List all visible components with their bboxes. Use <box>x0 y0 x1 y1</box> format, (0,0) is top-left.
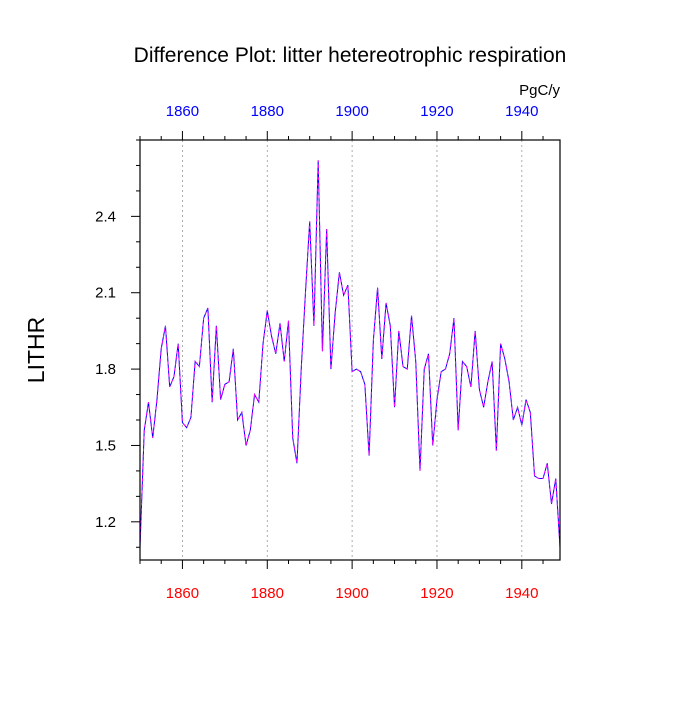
y-tick-label: 1.5 <box>95 437 116 454</box>
x-tick-label-bottom: 1940 <box>505 585 538 602</box>
x-tick-label-top: 1920 <box>420 103 453 120</box>
units-label: PgC/y <box>519 82 560 99</box>
y-tick-label: 2.1 <box>95 285 116 302</box>
y-tick-label: 1.8 <box>95 361 116 378</box>
tick-labels: 1860 1860 1880 1880 1900 1900 1920 1920 1940 1940… <box>95 103 538 602</box>
y-axis-label: LITHR <box>23 317 49 383</box>
plot-frame <box>139 139 561 561</box>
x-tick-label-bottom: 1900 <box>335 585 368 602</box>
x-tick-label-bottom: 1860 <box>166 585 199 602</box>
x-tick-label-top: 1880 <box>251 103 284 120</box>
series-lines <box>139 160 561 548</box>
x-tick-label-top: 1940 <box>505 103 538 120</box>
y-tick-label: 2.4 <box>95 208 116 225</box>
x-tick-label-top: 1860 <box>166 103 199 120</box>
series-line-a <box>139 160 561 548</box>
chart-title: Difference Plot: litter hetereotrophic r… <box>134 44 567 67</box>
axis-ticks <box>131 131 544 569</box>
x-tick-label-bottom: 1880 <box>251 585 284 602</box>
x-tick-label-bottom: 1920 <box>420 585 453 602</box>
grid-lines <box>182 140 523 560</box>
x-tick-label-top: 1900 <box>335 103 368 120</box>
series-line-b <box>139 160 561 548</box>
y-tick-label: 1.2 <box>95 514 116 531</box>
